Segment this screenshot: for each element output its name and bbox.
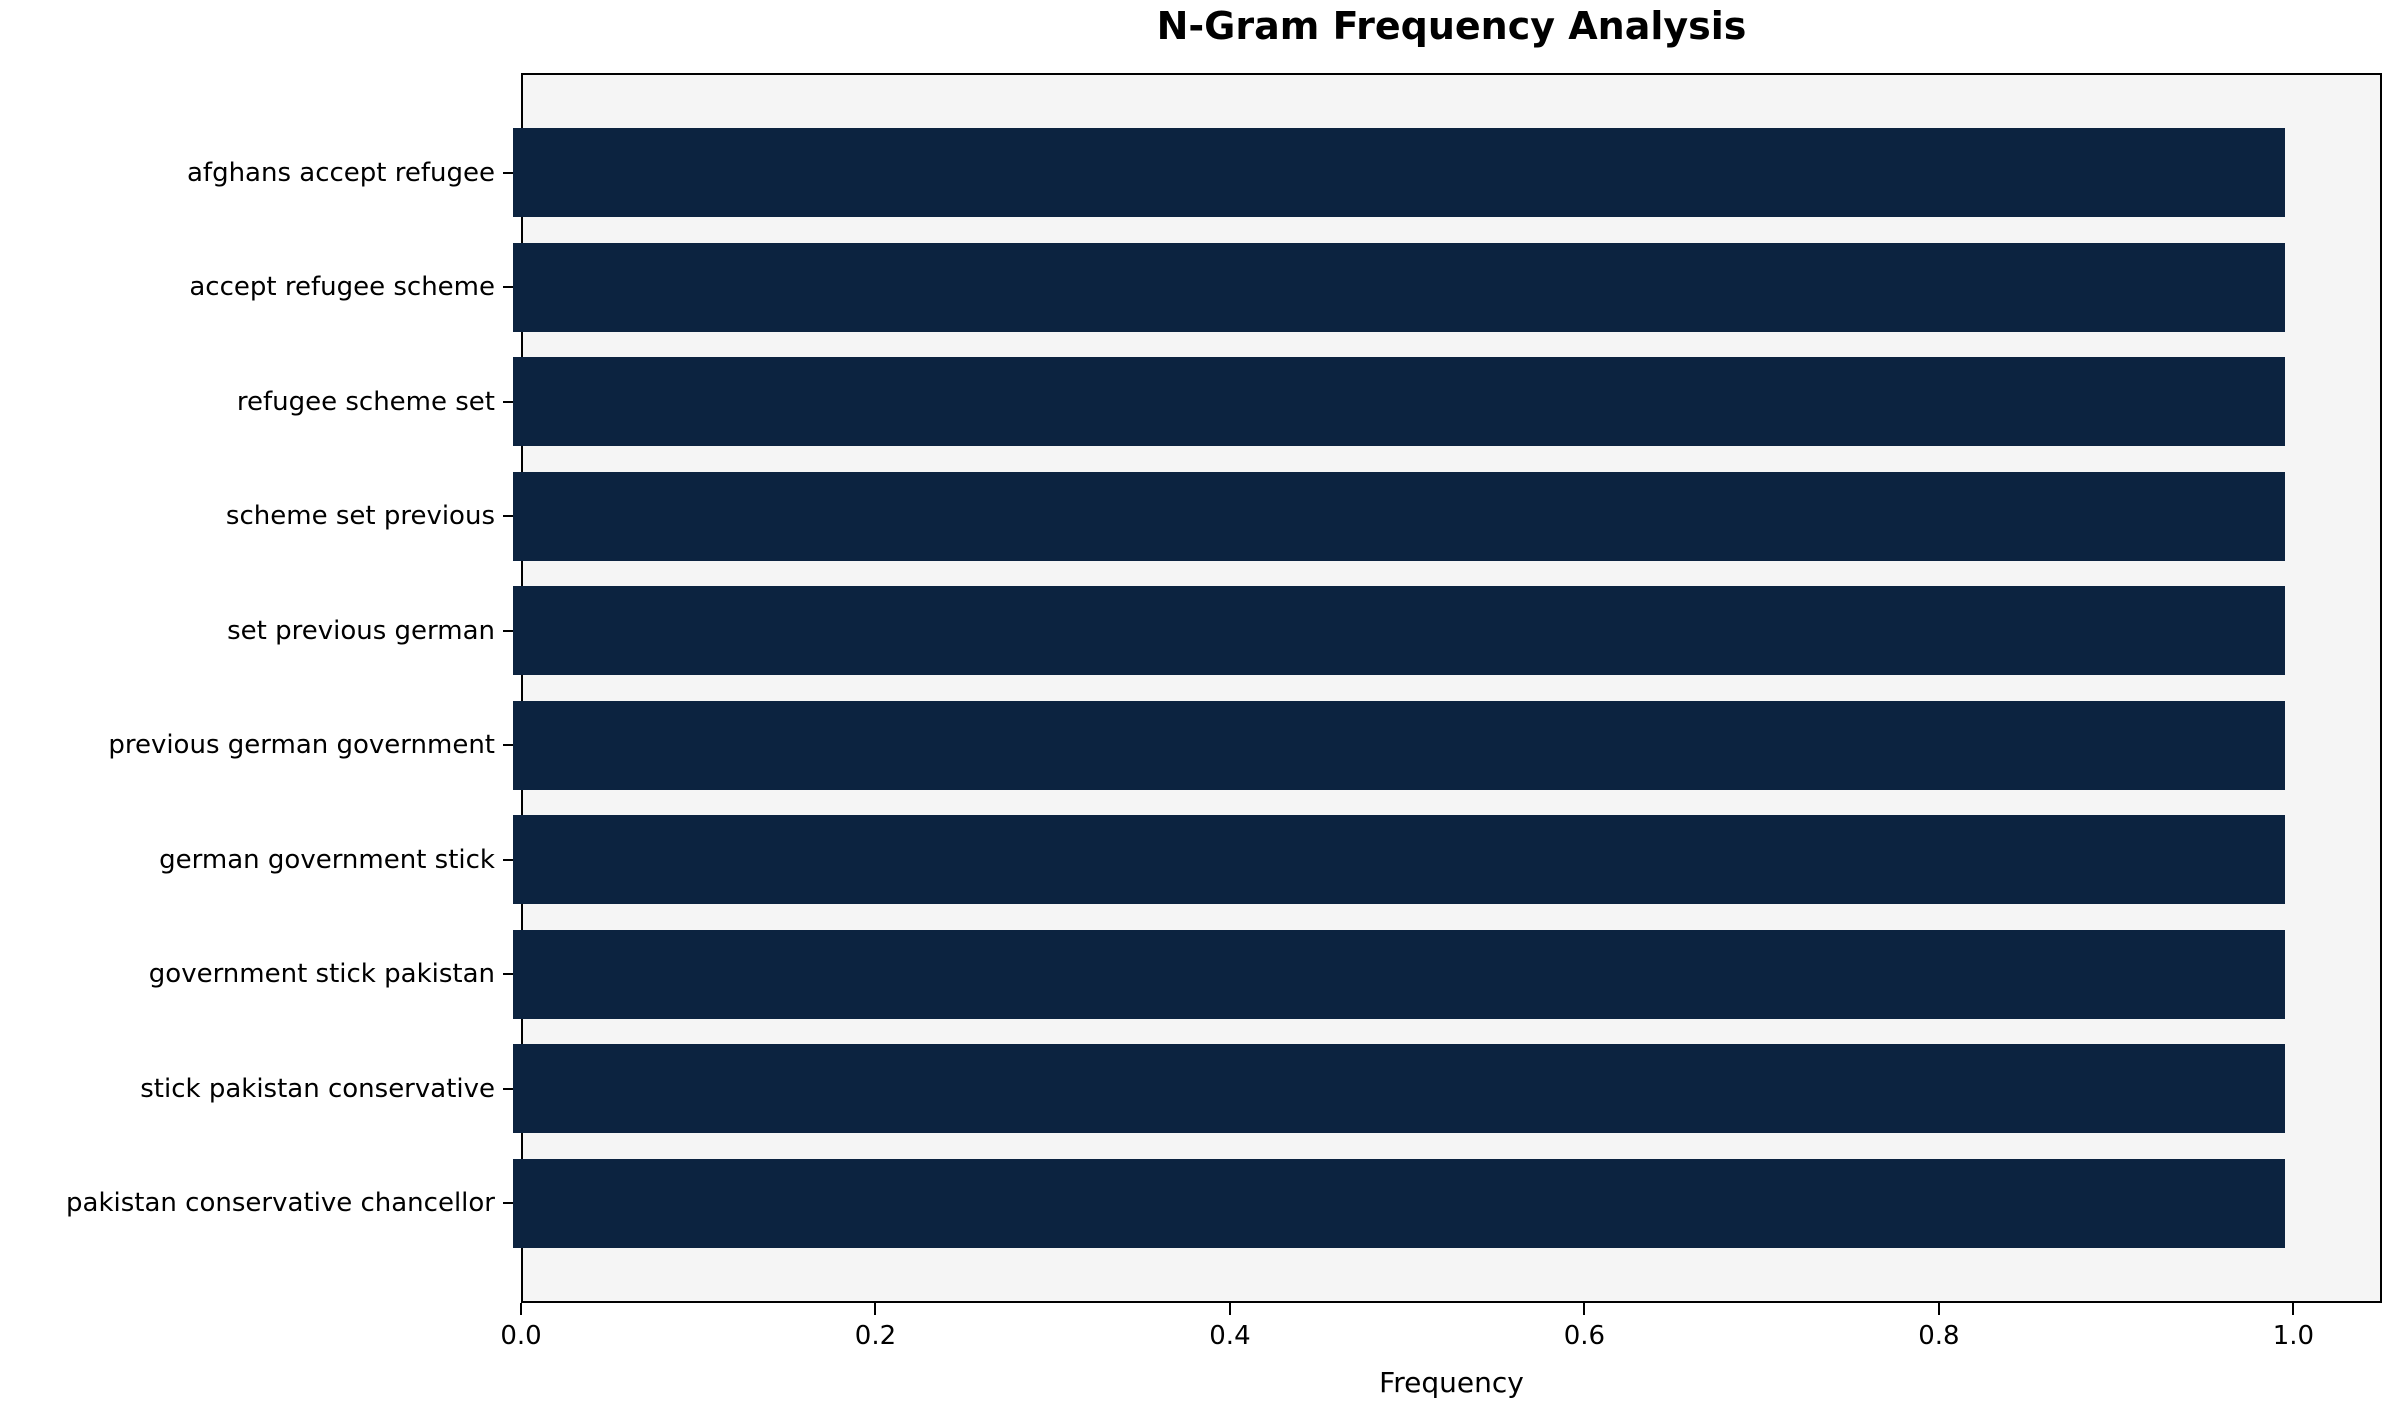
- x-tick-label: 0.0: [500, 1321, 542, 1351]
- bar-cell: [513, 929, 2374, 1019]
- y-tick-mark: [503, 1202, 513, 1205]
- y-tick-mark: [503, 744, 513, 747]
- bar-row: german government stick: [0, 815, 2382, 905]
- y-tick-label: stick pakistan conservative: [140, 1073, 495, 1104]
- bar-row: refugee scheme set: [0, 357, 2382, 447]
- y-tick-mark: [503, 973, 513, 976]
- x-tick-label: 0.6: [1563, 1321, 1606, 1351]
- x-tick-mark: [2292, 1303, 2295, 1315]
- chart-title: N-Gram Frequency Analysis: [1156, 4, 1747, 48]
- y-tick-mark: [503, 286, 513, 289]
- bar-rows: afghans accept refugee accept refugee sch…: [0, 73, 2382, 1303]
- y-tick-label: set previous german: [227, 615, 495, 646]
- bar-cell: [513, 357, 2374, 447]
- x-tick-mark: [1228, 1303, 1231, 1315]
- y-tick-label: afghans accept refugee: [186, 157, 495, 188]
- bar-row: scheme set previous: [0, 471, 2382, 561]
- bar-row: government stick pakistan: [0, 929, 2382, 1019]
- x-tick-mark: [1583, 1303, 1586, 1315]
- frequency-bar: [513, 128, 2286, 217]
- frequency-bar: [513, 1158, 2286, 1248]
- frequency-bar: [513, 242, 2286, 332]
- bar-cell: [513, 815, 2374, 905]
- y-tick-label: refugee scheme set: [236, 386, 495, 417]
- bar-row: pakistan conservative chancellor: [0, 1158, 2382, 1248]
- bar-cell: [513, 700, 2374, 790]
- y-tick-mark: [503, 858, 513, 861]
- x-axis-label: Frequency: [1379, 1366, 1524, 1399]
- bar-row: accept refugee scheme: [0, 242, 2382, 332]
- y-tick-mark: [503, 400, 513, 403]
- bar-cell: [513, 128, 2374, 217]
- y-tick-mark: [503, 171, 513, 174]
- bar-row: set previous german: [0, 586, 2382, 676]
- bar-row: stick pakistan conservative: [0, 1044, 2382, 1134]
- x-tick-label: 0.8: [1918, 1321, 1960, 1351]
- y-tick-label: german government stick: [159, 844, 495, 875]
- y-tick-label: previous german government: [108, 730, 495, 761]
- y-tick-mark: [503, 1087, 513, 1090]
- frequency-bar: [513, 700, 2286, 790]
- y-tick-label: pakistan conservative chancellor: [66, 1188, 495, 1219]
- bar-cell: [513, 471, 2374, 561]
- bar-cell: [513, 1044, 2374, 1134]
- x-tick-label: 1.0: [2272, 1321, 2315, 1351]
- bar-row: afghans accept refugee: [0, 128, 2382, 217]
- y-tick-label: scheme set previous: [225, 501, 495, 532]
- frequency-bar: [513, 471, 2286, 561]
- frequency-bar: [513, 1044, 2286, 1134]
- y-tick-label: government stick pakistan: [148, 959, 495, 990]
- bar-cell: [513, 586, 2374, 676]
- bar-cell: [513, 1158, 2374, 1248]
- x-tick-label: 0.2: [854, 1321, 897, 1351]
- x-tick-label: 0.4: [1209, 1321, 1251, 1351]
- frequency-bar: [513, 357, 2286, 447]
- frequency-bar: [513, 586, 2286, 676]
- x-tick-mark: [874, 1303, 877, 1315]
- frequency-bar: [513, 815, 2286, 905]
- x-tick-mark: [520, 1303, 522, 1315]
- y-tick-mark: [503, 515, 513, 518]
- bar-cell: [513, 242, 2374, 332]
- y-tick-mark: [503, 629, 513, 632]
- y-tick-label: accept refugee scheme: [189, 272, 495, 303]
- frequency-bar: [513, 929, 2286, 1019]
- bar-row: previous german government: [0, 700, 2382, 790]
- x-tick-mark: [1937, 1303, 1940, 1315]
